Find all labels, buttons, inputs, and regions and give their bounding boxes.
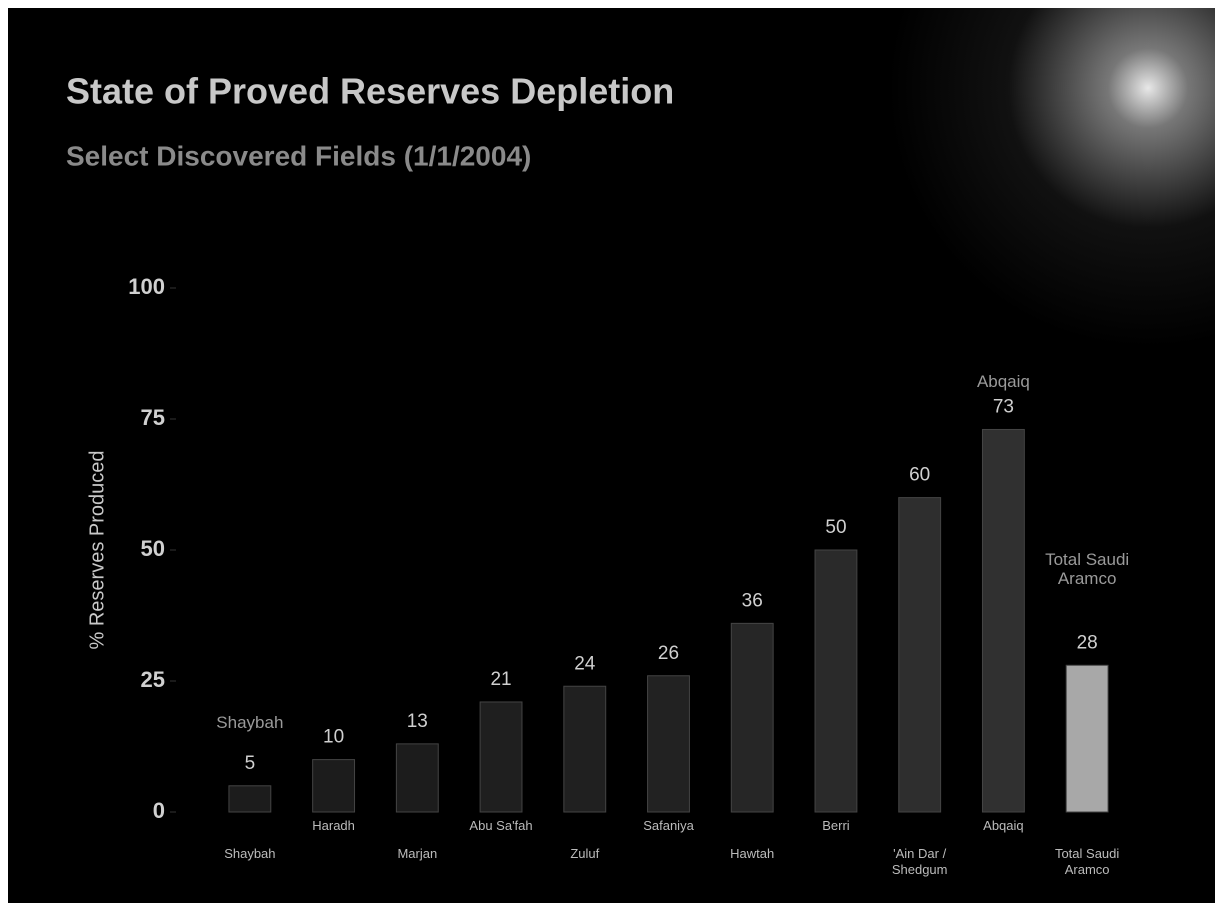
y-tick-label: 100 [128,274,165,299]
y-tick-label: 25 [141,667,165,692]
x-tick-label: Hawtah [730,846,775,861]
data-label: 36 [742,590,763,611]
chart-subtitle: Select Discovered Fields (1/1/2004) [66,140,531,171]
y-tick-label: 50 [141,536,165,561]
data-label: 24 [574,653,596,674]
bar [312,759,356,813]
x-tick-label: 'Ain Dar / Shedgum [891,846,948,877]
x-tick-label: Total Saudi Aramco [1054,846,1120,877]
bar [563,685,607,813]
annotation: Total Saudi Aramco [1045,550,1130,589]
data-label: 73 [993,396,1014,417]
data-label: 5 [245,753,256,774]
bar [814,549,858,813]
bar [981,428,1025,813]
data-label: 13 [407,711,428,732]
bar [395,743,439,813]
data-label: 26 [658,643,679,664]
x-tick-label: Berri [822,818,850,833]
x-tick-label: Abu Sa'fah [469,818,533,833]
y-axis-label: % Reserves Produced [86,451,108,650]
x-tick-label: Zuluf [570,846,600,861]
x-tick-label: Safaniya [643,818,694,833]
bar [228,785,272,813]
bar [1065,664,1109,813]
bar [647,675,690,813]
x-tick-label: Abqaiq [983,818,1024,833]
x-tick-label: Marjan [397,846,438,861]
bar [898,497,942,813]
chart-title: State of Proved Reserves Depletion [66,71,674,112]
data-label: 21 [490,669,511,690]
bar [730,622,774,813]
bar [479,701,523,813]
annotation: Abqaiq [976,372,1030,392]
x-tick-label: Shaybah [224,846,276,861]
y-tick-label: 0 [153,798,165,823]
data-label: 10 [323,727,344,748]
annotation: Shaybah [216,712,284,732]
data-label: 60 [909,465,930,486]
y-tick-label: 75 [141,405,165,430]
data-label: 28 [1077,632,1098,653]
data-label: 50 [825,517,846,538]
x-tick-label: Haradh [312,818,355,833]
